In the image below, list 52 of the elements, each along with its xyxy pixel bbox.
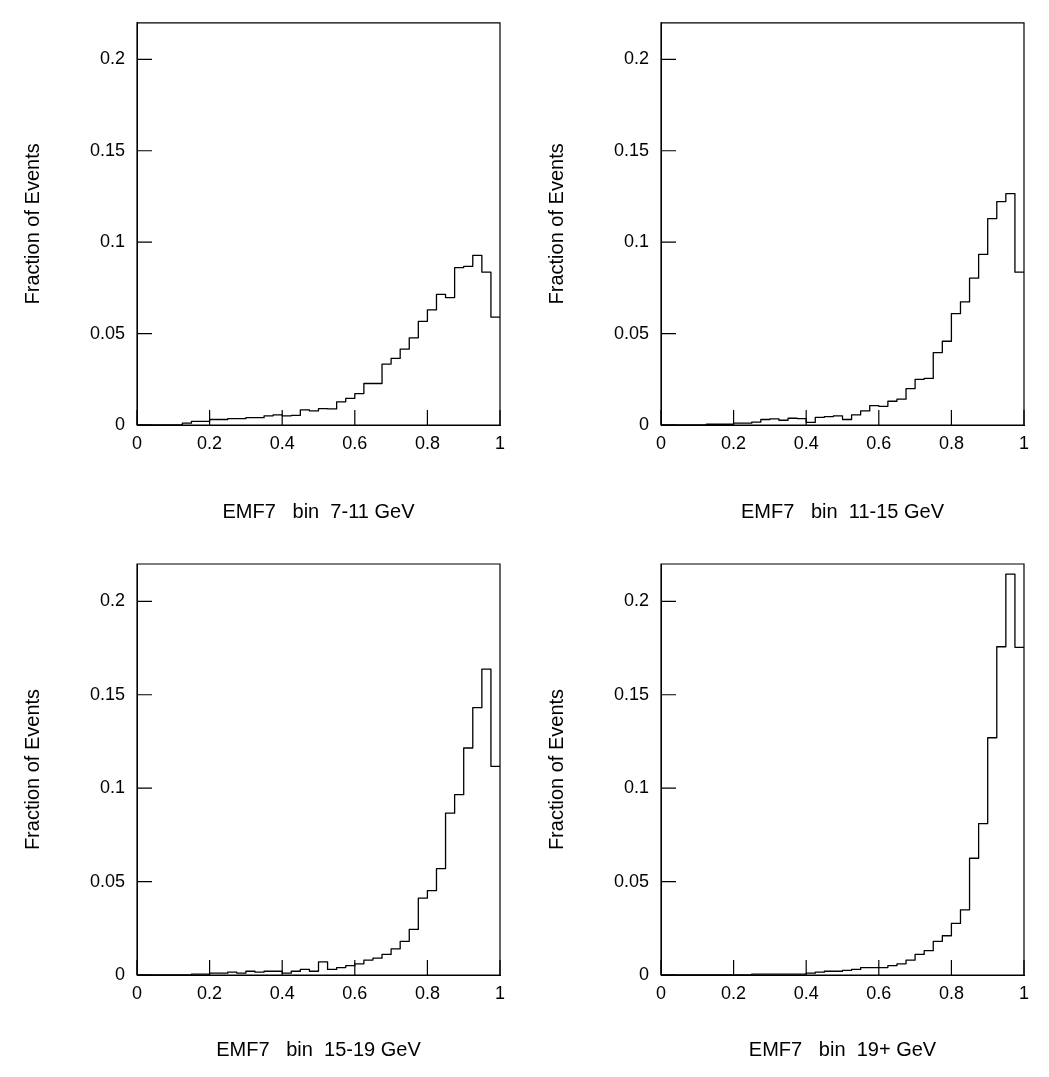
y-tick-label: 0.15 bbox=[613, 139, 649, 160]
x-tick-label: 0.4 bbox=[793, 432, 819, 453]
x-tick-label: 0.8 bbox=[938, 432, 964, 453]
x-axis-title: EMF7 bin 7-11 GeV bbox=[222, 499, 416, 522]
y-tick-label: 0.05 bbox=[613, 322, 649, 343]
y-tick-label: 0 bbox=[638, 963, 649, 984]
x-tick-label: 0 bbox=[655, 432, 667, 453]
y-tick-label: 0.1 bbox=[99, 777, 125, 798]
x-tick-label: 0.8 bbox=[414, 982, 440, 1003]
y-tick-label: 0.1 bbox=[623, 231, 649, 252]
y-tick-label: 0.05 bbox=[89, 322, 125, 343]
x-tick-label: 0 bbox=[131, 432, 143, 453]
x-tick-label: 0.4 bbox=[269, 432, 295, 453]
x-axis-title: EMF7 bin 11-15 GeV bbox=[740, 499, 945, 522]
x-tick-label: 0.6 bbox=[866, 432, 892, 453]
y-axis-title: Fraction of Events bbox=[20, 143, 43, 305]
y-tick-label: 0.15 bbox=[89, 139, 125, 160]
x-tick-label: 0.2 bbox=[721, 432, 747, 453]
x-tick-label: 0.4 bbox=[793, 982, 819, 1003]
x-tick-label: 0.8 bbox=[414, 432, 440, 453]
y-tick-label: 0.1 bbox=[99, 231, 125, 252]
x-tick-label: 1 bbox=[1018, 982, 1030, 1003]
x-tick-label: 0 bbox=[131, 982, 143, 1003]
x-tick-label: 0.6 bbox=[342, 982, 368, 1003]
x-tick-label: 0.2 bbox=[721, 982, 747, 1003]
y-tick-label: 0.15 bbox=[613, 683, 649, 704]
x-tick-label: 1 bbox=[494, 982, 506, 1003]
x-tick-label: 0 bbox=[655, 982, 667, 1003]
y-tick-label: 0.05 bbox=[89, 870, 125, 891]
x-tick-label: 0.2 bbox=[197, 982, 223, 1003]
y-tick-label: 0.15 bbox=[89, 683, 125, 704]
y-tick-label: 0.2 bbox=[623, 590, 649, 611]
x-tick-label: 1 bbox=[494, 432, 506, 453]
y-axis-title: Fraction of Events bbox=[544, 143, 567, 305]
y-tick-label: 0 bbox=[638, 413, 649, 434]
y-tick-label: 0 bbox=[114, 963, 125, 984]
x-axis-title: EMF7 bin 15-19 GeV bbox=[216, 1037, 422, 1060]
x-tick-label: 0.6 bbox=[342, 432, 368, 453]
x-tick-label: 0.8 bbox=[938, 982, 964, 1003]
y-tick-label: 0 bbox=[114, 413, 125, 434]
x-tick-label: 0.4 bbox=[269, 982, 295, 1003]
y-tick-label: 0.2 bbox=[99, 48, 125, 69]
y-axis-title: Fraction of Events bbox=[544, 688, 567, 851]
x-tick-label: 1 bbox=[1018, 432, 1030, 453]
y-tick-label: 0.2 bbox=[99, 590, 125, 611]
x-tick-label: 0.6 bbox=[866, 982, 892, 1003]
y-tick-label: 0.05 bbox=[613, 870, 649, 891]
y-axis-title: Fraction of Events bbox=[20, 688, 43, 851]
x-axis-title: EMF7 bin 19+ GeV bbox=[748, 1037, 937, 1060]
y-tick-label: 0.2 bbox=[623, 48, 649, 69]
y-tick-label: 0.1 bbox=[623, 777, 649, 798]
x-tick-label: 0.2 bbox=[197, 432, 223, 453]
